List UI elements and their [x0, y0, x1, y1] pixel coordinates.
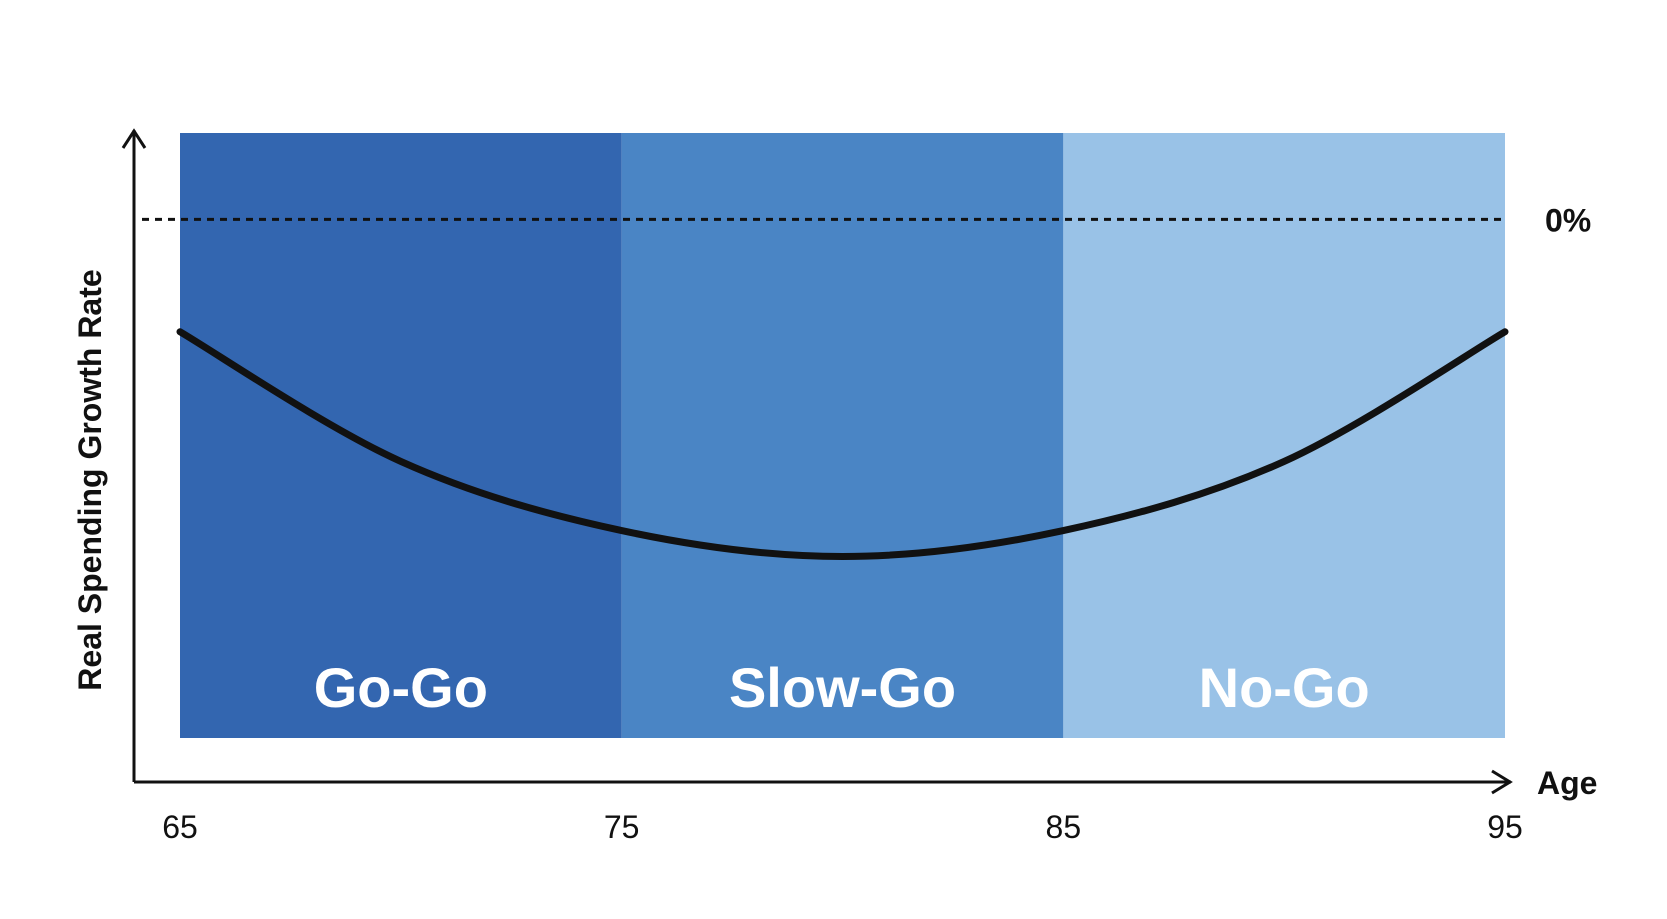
age-bands — [180, 133, 1505, 738]
y-axis-arrow-icon — [121, 128, 147, 149]
band-labels: Go-Go Slow-Go No-Go — [314, 656, 1370, 719]
y-axis-title: Real Spending Growth Rate — [72, 269, 108, 690]
band-slow-go — [621, 133, 1064, 738]
x-tick-label: 65 — [162, 809, 198, 845]
band-label-no-go: No-Go — [1199, 656, 1370, 719]
band-label-slow-go: Slow-Go — [729, 656, 956, 719]
x-tick-label: 85 — [1046, 809, 1082, 845]
axes — [121, 128, 1513, 795]
x-axis-title: Age — [1537, 765, 1597, 801]
x-tick-label: 95 — [1487, 809, 1523, 845]
x-tick-labels: 65 75 85 95 — [162, 809, 1523, 845]
spending-curve — [176, 328, 1509, 561]
band-go-go — [180, 133, 622, 738]
x-tick-label: 75 — [604, 809, 640, 845]
zero-reference-label: 0% — [1545, 202, 1591, 238]
band-label-go-go: Go-Go — [314, 656, 488, 719]
x-axis-arrow-icon — [1491, 769, 1513, 795]
band-no-go — [1063, 133, 1505, 738]
